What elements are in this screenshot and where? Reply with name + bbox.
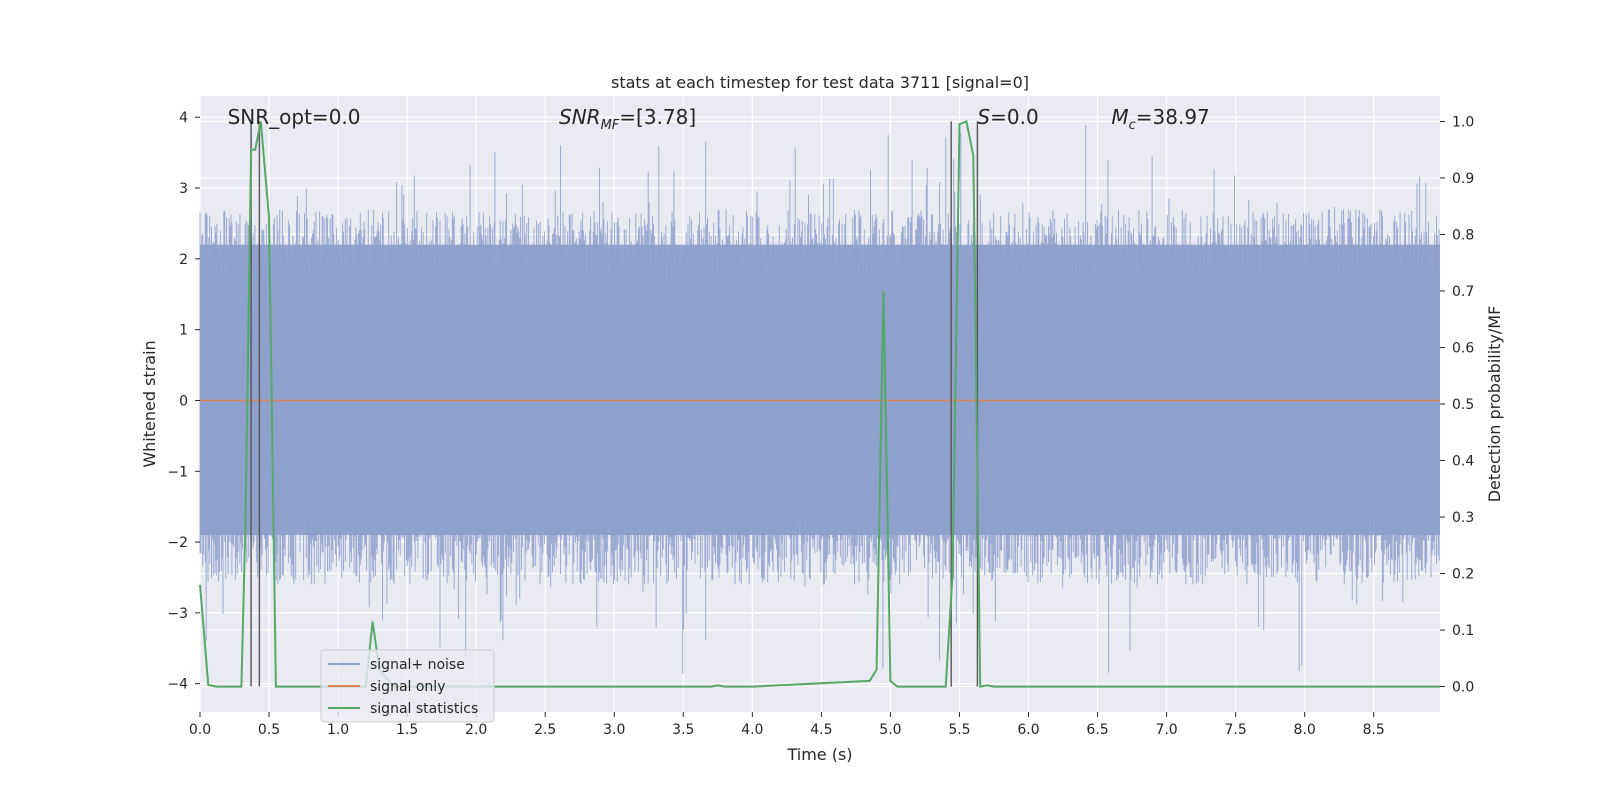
legend-box — [320, 649, 495, 723]
y-axis-label-left: Whitened strain — [140, 340, 159, 467]
annotation-snr-mf: SNRMF=[3.78] — [559, 105, 696, 133]
chart-title: stats at each timestep for test data 371… — [611, 73, 1029, 92]
y-right-tick-label: 1.0 — [1452, 114, 1474, 130]
annotation-s-stat: S=0.0 — [977, 105, 1038, 129]
y-left-tick-label: −3 — [167, 606, 188, 622]
y-left-tick-label: 3 — [179, 181, 188, 197]
x-tick-label: 2.0 — [465, 722, 487, 738]
y-right-tick-label: 0.3 — [1452, 510, 1474, 526]
annotation-chirp-mass: Mc=38.97 — [1111, 105, 1209, 133]
x-tick-label: 8.5 — [1363, 722, 1385, 738]
y-right-tick-label: 0.2 — [1452, 567, 1474, 583]
x-tick-label: 6.0 — [1017, 722, 1039, 738]
y-right-tick-label: 0.0 — [1452, 680, 1474, 696]
x-tick-label: 0.0 — [189, 722, 211, 738]
x-tick-label: 5.5 — [948, 722, 970, 738]
y-right-tick-label: 0.8 — [1452, 227, 1474, 243]
x-tick-label: 4.5 — [810, 722, 832, 738]
legend: signal+ noise signal only signal statist… — [320, 649, 495, 723]
y-right-tick-label: 0.4 — [1452, 454, 1474, 470]
annotation-snr-opt: SNR_opt=0.0 — [228, 105, 361, 129]
x-tick-label: 1.5 — [396, 722, 418, 738]
x-tick-label: 7.5 — [1225, 722, 1247, 738]
x-axis-label: Time (s) — [786, 745, 852, 764]
y-left-tick-label: 1 — [179, 323, 188, 339]
legend-label-signal-only: signal only — [370, 679, 445, 695]
x-tick-label: 1.0 — [327, 722, 349, 738]
y-right-tick-label: 0.9 — [1452, 171, 1474, 187]
x-tick-label: 6.5 — [1086, 722, 1108, 738]
y-right-tick-label: 0.5 — [1452, 397, 1474, 413]
x-tick-label: 4.0 — [741, 722, 763, 738]
signal-noise-series — [199, 125, 1440, 674]
x-tick-label: 3.0 — [603, 722, 625, 738]
x-tick-label: 5.0 — [879, 722, 901, 738]
legend-label-signal-noise: signal+ noise — [370, 657, 465, 673]
noise-trace — [199, 125, 1440, 674]
signal-statistics-line — [199, 120, 1440, 688]
y-left-tick-label: −4 — [167, 677, 188, 693]
y-left-tick-label: 2 — [179, 252, 188, 268]
y-left-tick-label: −2 — [167, 535, 188, 551]
signal-statistics-series — [199, 120, 1440, 688]
y-right-tick-label: 0.1 — [1452, 623, 1474, 639]
x-tick-label: 7.0 — [1155, 722, 1177, 738]
x-tick-label: 2.5 — [534, 722, 556, 738]
x-tick-label: 8.0 — [1294, 722, 1316, 738]
y-left-tick-label: 0 — [179, 393, 188, 409]
x-tick-label: 3.5 — [672, 722, 694, 738]
legend-label-signal-statistics: signal statistics — [370, 701, 478, 717]
annotations: SNR_opt=0.0 SNRMF=[3.78] S=0.0 Mc=38.97 — [228, 105, 1210, 133]
x-tick-label: 0.5 — [258, 722, 280, 738]
ticks: 0.0 0.5 1.0 1.5 2.0 2.5 3.0 3.5 4.0 4.5 5.0 5.5 6.0 6… — [167, 110, 1474, 738]
y-axis-label-right: Detection probability/MF — [1485, 306, 1504, 503]
y-right-tick-label: 0.7 — [1452, 284, 1474, 300]
y-left-tick-label: 4 — [179, 110, 188, 126]
y-right-tick-label: 0.6 — [1452, 340, 1474, 356]
y-left-tick-label: −1 — [167, 464, 188, 480]
